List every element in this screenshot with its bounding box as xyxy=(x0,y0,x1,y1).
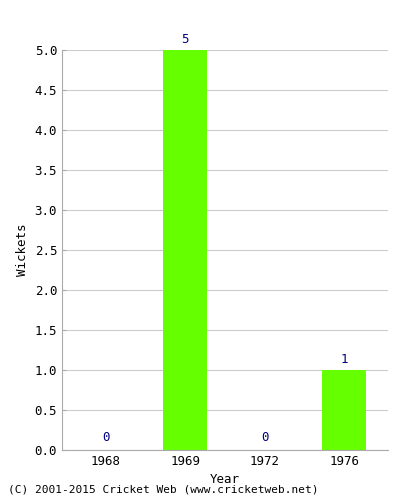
Text: 0: 0 xyxy=(102,432,110,444)
X-axis label: Year: Year xyxy=(210,474,240,486)
Text: 0: 0 xyxy=(261,432,268,444)
Text: 5: 5 xyxy=(182,33,189,46)
Bar xyxy=(163,50,207,450)
Text: (C) 2001-2015 Cricket Web (www.cricketweb.net): (C) 2001-2015 Cricket Web (www.cricketwe… xyxy=(8,485,318,495)
Text: 1: 1 xyxy=(340,353,348,366)
Y-axis label: Wickets: Wickets xyxy=(16,224,29,276)
Bar xyxy=(322,370,366,450)
